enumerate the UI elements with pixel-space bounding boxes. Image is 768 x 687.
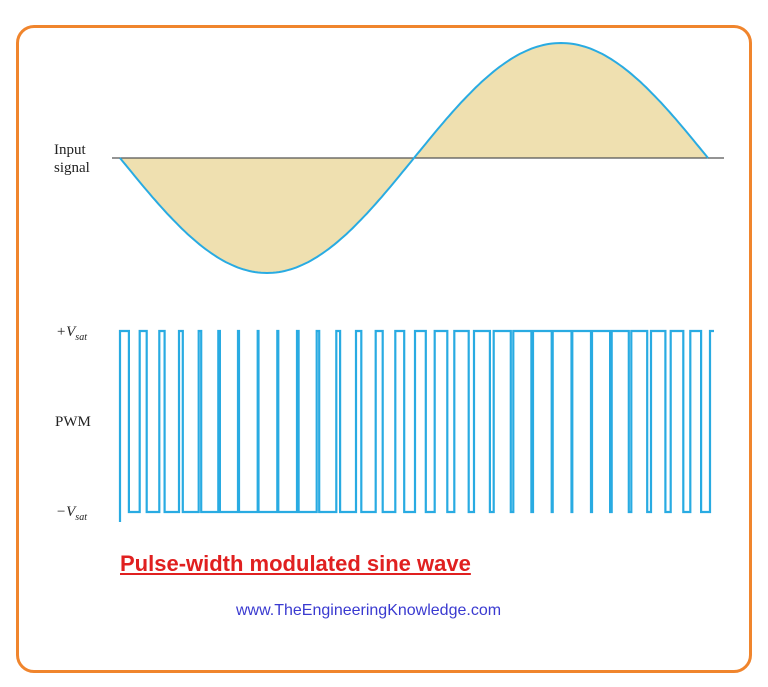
input-signal-label: Input signal <box>54 141 90 177</box>
input-label-line1: Input <box>54 142 86 158</box>
vsat-positive-label: +Vsat <box>56 323 87 347</box>
input-label-line2: signal <box>54 160 90 176</box>
vsat-pos-sub: sat <box>75 332 87 343</box>
vsat-neg-prefix: −V <box>56 504 76 520</box>
pwm-pulse-train <box>118 329 714 522</box>
website-url[interactable]: www.TheEngineeringKnowledge.com <box>236 602 502 619</box>
pwm-waveform <box>118 329 714 522</box>
vsat-pos-prefix: +V <box>56 324 76 340</box>
pwm-label: PWM <box>55 414 91 430</box>
orange-border-frame <box>16 25 752 673</box>
diagram-title: Pulse-width modulated sine wave <box>120 551 471 576</box>
vsat-neg-sub: sat <box>75 512 87 523</box>
vsat-negative-label: −Vsat <box>56 503 87 527</box>
input-signal-curve <box>119 41 709 275</box>
